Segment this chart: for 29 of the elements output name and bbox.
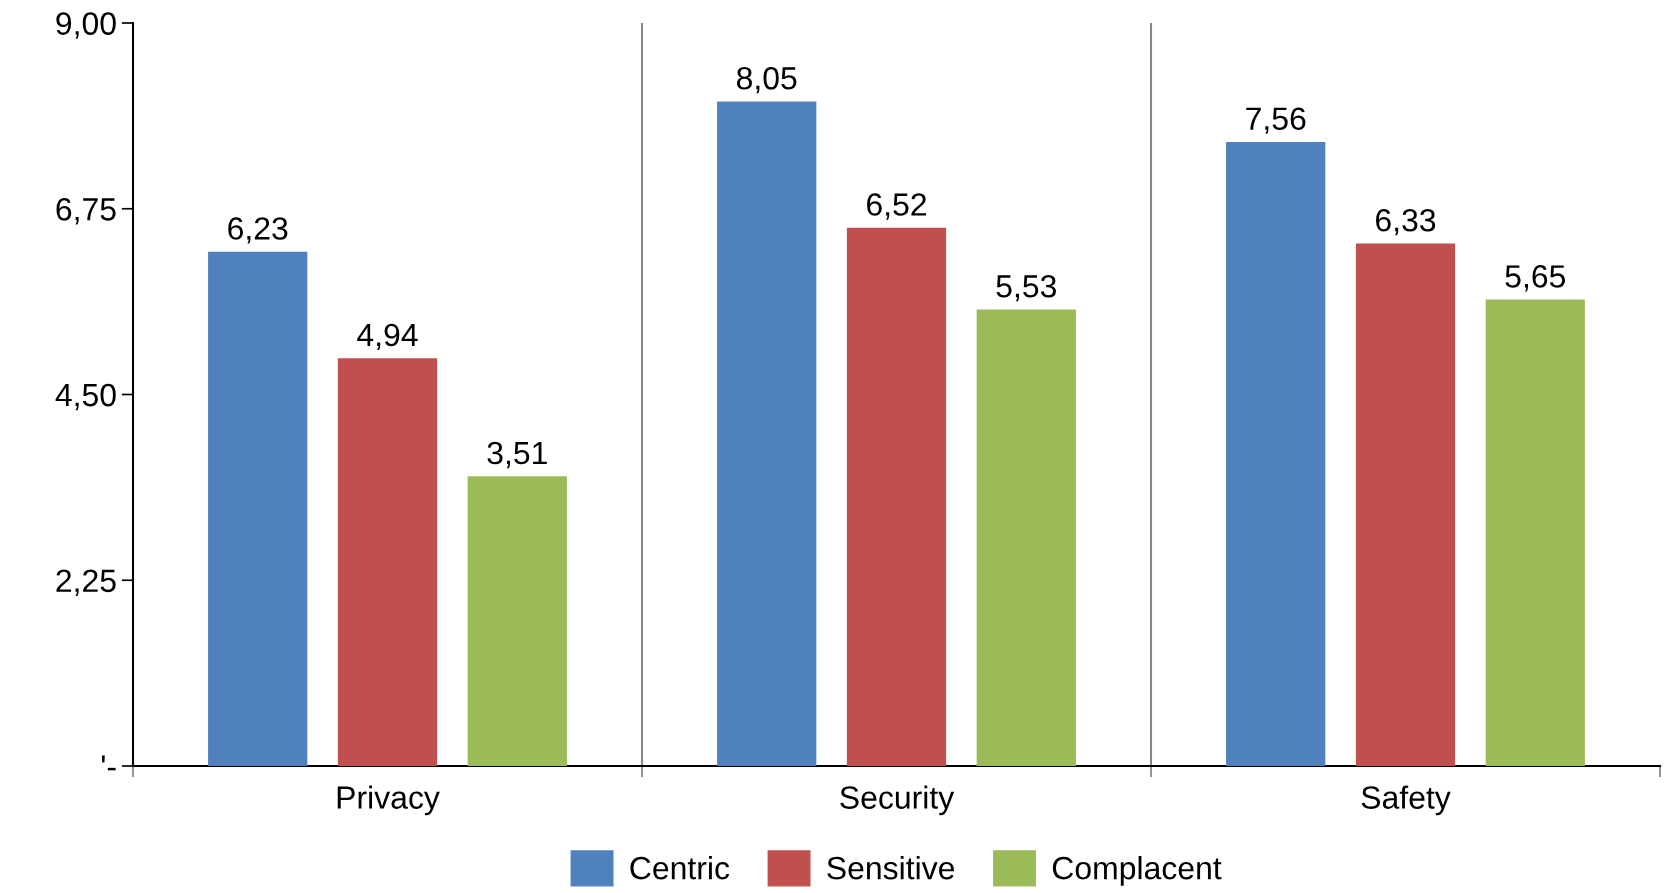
data-label: 6,23 xyxy=(228,217,288,244)
legend-label: Complacent xyxy=(1052,855,1222,886)
data-label: 7,56 xyxy=(1246,107,1306,134)
y-tick-label: 9,00 xyxy=(56,12,116,39)
bar xyxy=(717,101,817,766)
bar xyxy=(976,309,1076,766)
y-tick-label: '- xyxy=(101,755,116,771)
data-label: 5,65 xyxy=(1505,265,1566,292)
bar xyxy=(337,358,438,766)
data-label: 4,94 xyxy=(357,323,418,351)
bar xyxy=(467,476,567,766)
x-tick-label: Safety xyxy=(1361,785,1451,816)
data-label: 8,05 xyxy=(737,66,797,94)
y-tick-label: 2,25 xyxy=(56,569,116,596)
x-tick-label: Security xyxy=(840,785,955,816)
bar xyxy=(1355,243,1456,766)
legend-label: Sensitive xyxy=(827,855,955,880)
bar xyxy=(208,251,308,766)
legend-label: Centric xyxy=(630,855,730,880)
bar xyxy=(1485,299,1585,766)
data-label: 3,51 xyxy=(487,441,547,469)
y-tick-label: 6,75 xyxy=(56,198,116,225)
y-tick-label: 4,50 xyxy=(55,383,116,411)
data-label: 6,33 xyxy=(1376,208,1436,236)
data-label: 6,52 xyxy=(867,193,926,220)
bar xyxy=(1226,141,1326,766)
bar xyxy=(846,227,947,766)
data-label: 5,53 xyxy=(996,274,1056,302)
x-tick-label: Privacy xyxy=(337,785,440,816)
